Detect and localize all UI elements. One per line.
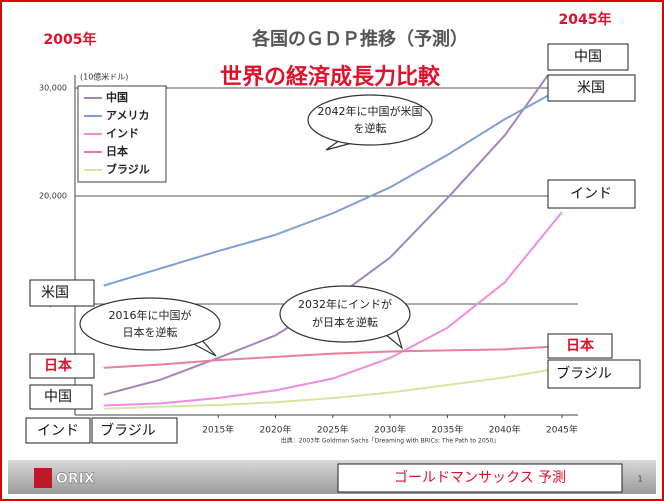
x-tick-label: 2045年 bbox=[546, 424, 578, 436]
x-tick-label: 2020年 bbox=[260, 424, 292, 436]
country-label: インド bbox=[570, 186, 612, 202]
country-label: 中国 bbox=[574, 49, 602, 65]
x-tick-label: 2015年 bbox=[202, 424, 234, 436]
legend-label: インド bbox=[106, 127, 139, 140]
x-tick-label: 2025年 bbox=[317, 424, 349, 436]
plot: 10,00020,00030,0002015年2020年2025年2030年20… bbox=[39, 75, 578, 445]
footer-text: ゴールドマンサックス 予測 bbox=[394, 469, 566, 486]
country-label: ブラジル bbox=[100, 422, 156, 439]
country-label: 米国 bbox=[577, 80, 605, 96]
label-box bbox=[547, 359, 641, 389]
legend-label: 中国 bbox=[106, 90, 128, 104]
callout-text: 日本を逆転 bbox=[123, 325, 178, 339]
chart-subtitle: 世界の経済成長力比較 bbox=[220, 64, 441, 90]
x-tick-label: 2030年 bbox=[374, 424, 406, 436]
country-label: 日本 bbox=[44, 357, 73, 374]
callout-text: 2042年に中国が米国 bbox=[318, 104, 423, 118]
logo-mark bbox=[34, 468, 52, 488]
label-box bbox=[91, 417, 178, 444]
label-box bbox=[29, 279, 95, 307]
country-label: 中国 bbox=[44, 389, 72, 405]
y-tick-label: 30,000 bbox=[39, 83, 67, 92]
footer-box bbox=[337, 463, 623, 493]
x-tick-label: 2035年 bbox=[431, 424, 463, 436]
series-line bbox=[103, 87, 563, 287]
legend-label: 日本 bbox=[106, 144, 128, 158]
label-box bbox=[29, 353, 95, 379]
source-note: 出典：2003年 Goldman Sachs「Dreaming with BRI… bbox=[281, 437, 500, 445]
start-year-label: 2005年 bbox=[44, 31, 97, 48]
label-box bbox=[29, 384, 93, 410]
logo-text: ORIX bbox=[56, 471, 95, 487]
country-label: 日本 bbox=[566, 337, 595, 354]
chart-title: 各国のＧＤＰ推移（予測） bbox=[251, 28, 468, 50]
y-tick-label: 20,000 bbox=[39, 191, 67, 200]
label-box bbox=[25, 417, 91, 444]
page-number: 1 bbox=[637, 475, 642, 484]
x-tick-label: 2040年 bbox=[489, 424, 521, 436]
callout bbox=[79, 297, 221, 351]
callout bbox=[307, 94, 433, 146]
label-box bbox=[547, 179, 636, 209]
label-box bbox=[547, 74, 636, 102]
country-label: インド bbox=[37, 423, 79, 439]
legend-label: ブラジル bbox=[106, 162, 150, 176]
label-box bbox=[547, 43, 629, 71]
series-line bbox=[103, 345, 563, 369]
legend-label: アメリカ bbox=[106, 109, 149, 122]
callout-text: 2032年にインドが bbox=[298, 297, 392, 311]
y-axis-unit: (10億米ドル) bbox=[80, 72, 128, 82]
series-line bbox=[103, 366, 563, 410]
country-label: ブラジル bbox=[556, 365, 612, 382]
callout-text: 2016年に中国が bbox=[109, 308, 192, 322]
country-label: 米国 bbox=[41, 285, 69, 301]
label-box bbox=[547, 333, 613, 359]
callout bbox=[279, 285, 411, 343]
end-year-label: 2045年 bbox=[559, 11, 612, 28]
series-line bbox=[103, 211, 563, 407]
callout-text: を逆転 bbox=[354, 121, 387, 135]
callout-text: が日本を逆転 bbox=[312, 315, 378, 329]
